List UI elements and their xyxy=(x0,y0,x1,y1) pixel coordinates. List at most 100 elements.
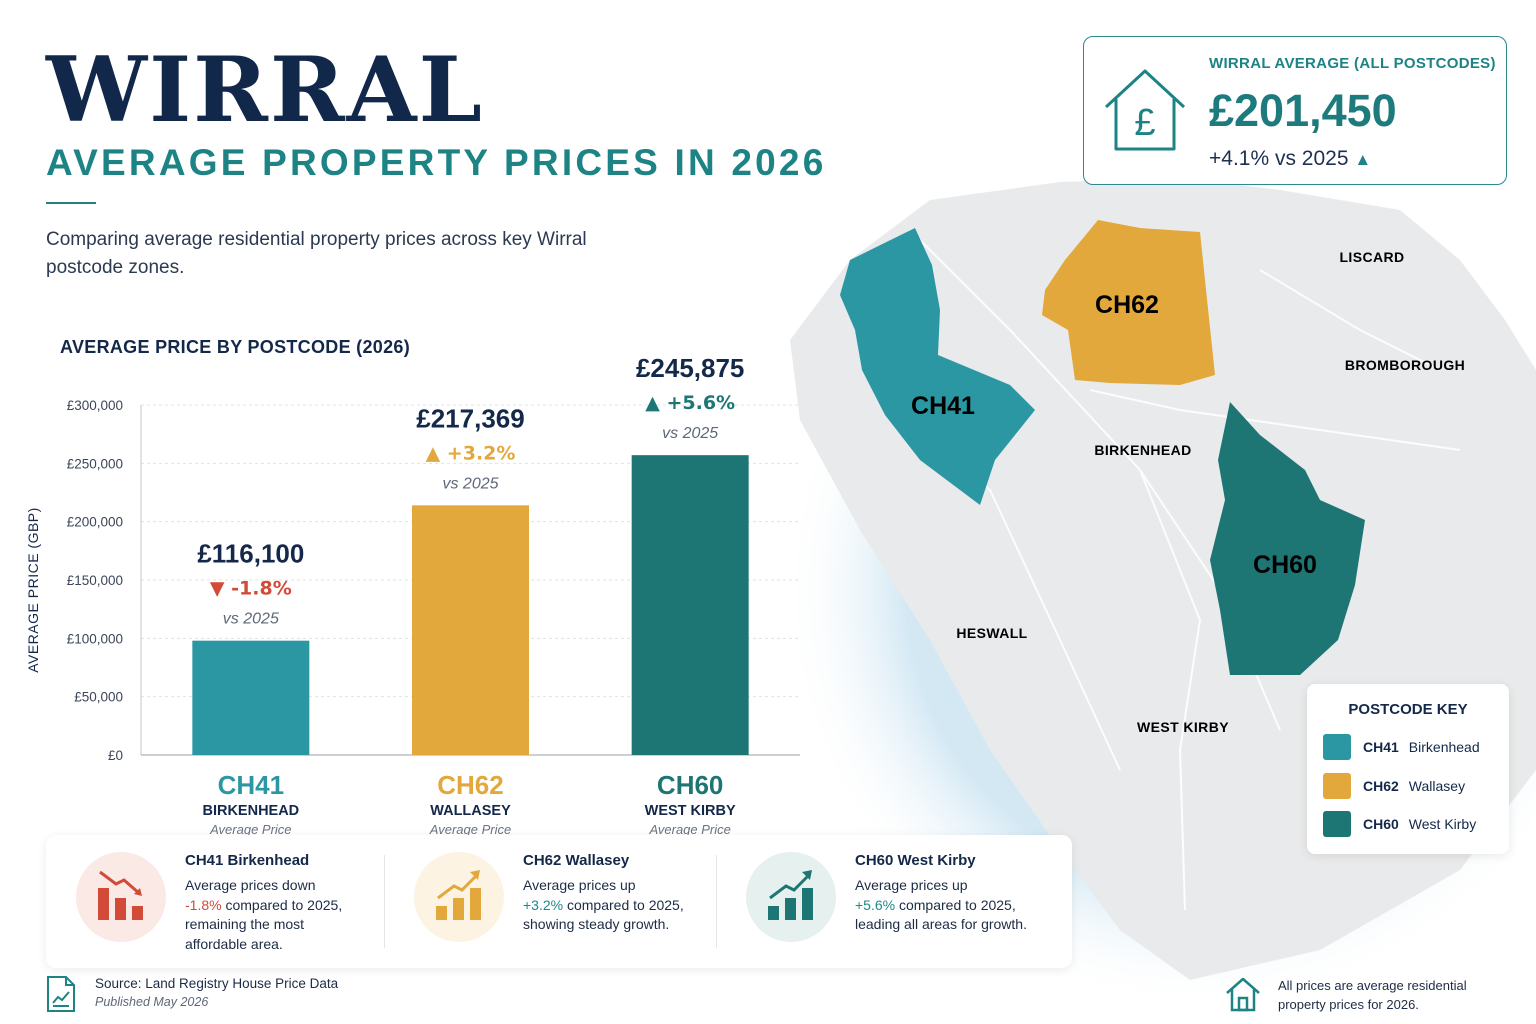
x-category-label: CH60 xyxy=(657,770,723,800)
house-pound-icon: £ xyxy=(1104,69,1186,151)
average-change-text: +4.1% vs 2025 xyxy=(1209,147,1349,170)
y-tick-label: £100,000 xyxy=(67,631,123,646)
bar xyxy=(631,455,749,755)
key-code: CH41 xyxy=(1363,739,1399,755)
y-tick-label: £250,000 xyxy=(67,456,123,471)
insight-text-post: compared to 2025, showing steady growth. xyxy=(523,896,684,933)
document-chart-icon xyxy=(47,976,75,1012)
average-change: +4.1% vs 2025 ▲ xyxy=(1209,147,1371,171)
key-title: POSTCODE KEY xyxy=(1348,701,1468,718)
page-subtitle: AVERAGE PROPERTY PRICES IN 2026 xyxy=(46,142,827,183)
zone-label-ch62: CH62 xyxy=(1095,291,1159,319)
page-title: WIRRAL xyxy=(46,37,484,143)
insight-text-pre: Average prices up xyxy=(855,877,968,893)
y-axis-label: AVERAGE PRICE (GBP) xyxy=(25,507,41,673)
key-code: CH60 xyxy=(1363,816,1399,832)
insight-text-pre: Average prices down xyxy=(185,877,316,893)
x-category-caption: Average Price xyxy=(209,822,291,835)
bar-change-caption: vs 2025 xyxy=(223,611,279,628)
insight-text-post: compared to 2025, leading all areas for … xyxy=(855,896,1027,933)
title-divider xyxy=(46,202,96,204)
insight-text-post: compared to 2025, remaining the most aff… xyxy=(185,896,343,952)
key-name: West Kirby xyxy=(1408,816,1477,832)
key-swatch xyxy=(1323,773,1351,799)
insight-icon-circle xyxy=(414,852,504,942)
chart-up-icon xyxy=(436,870,481,920)
y-tick-label: £150,000 xyxy=(67,573,123,588)
bar-chart: £0 £50,000 £100,000 £150,000 £200,000 £250,00… xyxy=(25,353,800,835)
insight-change: -1.8% xyxy=(185,896,222,913)
key-name: Wallasey xyxy=(1408,778,1466,794)
place-liscard: LISCARD xyxy=(1339,249,1404,265)
x-category-area: BIRKENHEAD xyxy=(202,803,299,819)
insights-panel: CH41 Birkenhead Average prices down -1.8%… xyxy=(46,835,1072,968)
house-icon xyxy=(1226,977,1260,1012)
bar xyxy=(412,505,529,755)
zone-label-ch41: CH41 xyxy=(911,392,975,420)
footer-note: All prices are average residential prope… xyxy=(1278,978,1467,1012)
x-category-caption: Average Price xyxy=(648,822,730,835)
bar-change-label: ▲ +5.6% xyxy=(645,392,735,414)
key-swatch xyxy=(1323,734,1351,760)
insight-icon-circle xyxy=(746,852,836,942)
bar-change-caption: vs 2025 xyxy=(442,475,498,492)
insight-card-ch62: CH62 Wallasey Average prices up +3.2% com… xyxy=(384,835,716,968)
insight-card-ch60: CH60 West Kirby Average prices up +5.6% c… xyxy=(716,835,1072,968)
wirral-average-card: £ WIRRAL AVERAGE (ALL POSTCODES) £201,45… xyxy=(1083,36,1507,185)
insight-divider xyxy=(384,855,385,948)
insight-title: CH62 Wallasey xyxy=(523,852,630,869)
postcode-key: POSTCODE KEY CH41 Birkenhead CH62 Wallas… xyxy=(1307,684,1509,854)
x-category-label: CH41 xyxy=(218,770,284,800)
bar xyxy=(192,640,310,755)
bar-value-label: £116,100 xyxy=(197,539,304,569)
insight-card-ch41: CH41 Birkenhead Average prices down -1.8%… xyxy=(46,835,384,968)
insight-text: Average prices down -1.8% compared to 202… xyxy=(185,876,365,954)
published-date: Published May 2026 xyxy=(95,995,209,1009)
key-item-ch62: CH62 Wallasey xyxy=(1323,773,1465,799)
y-tick-label: £200,000 xyxy=(67,515,123,530)
source-text: Source: Land Registry House Price Data xyxy=(95,976,339,991)
key-item-ch60: CH60 West Kirby xyxy=(1323,811,1476,837)
key-name: Birkenhead xyxy=(1408,739,1480,755)
bar-change-label: ▼ -1.8% xyxy=(210,578,292,600)
bar-value-label: £217,369 xyxy=(416,403,524,433)
x-category-area: WALLASEY xyxy=(430,803,511,819)
insight-change: +5.6% xyxy=(855,896,896,913)
y-tick-label: £0 xyxy=(108,748,123,763)
y-tick-label: £50,000 xyxy=(74,690,123,705)
zone-ch60 xyxy=(1210,402,1365,675)
chart-title: AVERAGE PRICE BY POSTCODE (2026) xyxy=(60,337,411,357)
place-birkenhead: BIRKENHEAD xyxy=(1094,442,1191,458)
key-item-ch41: CH41 Birkenhead xyxy=(1323,734,1480,760)
insight-text: Average prices up +3.2% compared to 2025,… xyxy=(523,876,703,935)
postcode-map: CH41 CH62 CH60 LISCARD BROMBOROUGH BIRKE… xyxy=(780,170,1536,1010)
average-value: £201,450 xyxy=(1209,85,1397,136)
y-tick-label: £300,000 xyxy=(67,398,123,413)
zone-ch62 xyxy=(1042,220,1215,385)
intro-text: Comparing average residential property p… xyxy=(46,229,587,278)
place-bromborough: BROMBOROUGH xyxy=(1345,357,1465,373)
insight-text-pre: Average prices up xyxy=(523,877,636,893)
insight-title: CH60 West Kirby xyxy=(855,852,976,869)
average-label: WIRRAL AVERAGE (ALL POSTCODES) xyxy=(1209,55,1496,72)
key-swatch xyxy=(1323,811,1351,837)
up-arrow-icon: ▲ xyxy=(1354,150,1372,169)
insight-title: CH41 Birkenhead xyxy=(185,852,310,869)
bar-change-label: ▲ +3.2% xyxy=(426,442,516,464)
svg-text:£: £ xyxy=(1134,102,1155,144)
insight-change: +3.2% xyxy=(523,896,564,913)
zone-ch41 xyxy=(840,228,1035,505)
insight-text: Average prices up +5.6% compared to 2025,… xyxy=(855,876,1035,935)
x-category-area: WEST KIRBY xyxy=(645,803,736,819)
bar-change-caption: vs 2025 xyxy=(662,425,718,442)
insight-icon-circle xyxy=(76,852,166,942)
bar-value-label: £245,875 xyxy=(636,353,744,383)
chart-down-icon xyxy=(98,870,143,920)
key-code: CH62 xyxy=(1363,778,1399,794)
x-category-caption: Average Price xyxy=(429,822,511,835)
chart-up-icon xyxy=(768,870,813,920)
insight-divider xyxy=(716,855,717,948)
place-west-kirby: WEST KIRBY xyxy=(1137,719,1229,735)
zone-label-ch60: CH60 xyxy=(1253,551,1317,579)
x-category-label: CH62 xyxy=(437,770,503,800)
